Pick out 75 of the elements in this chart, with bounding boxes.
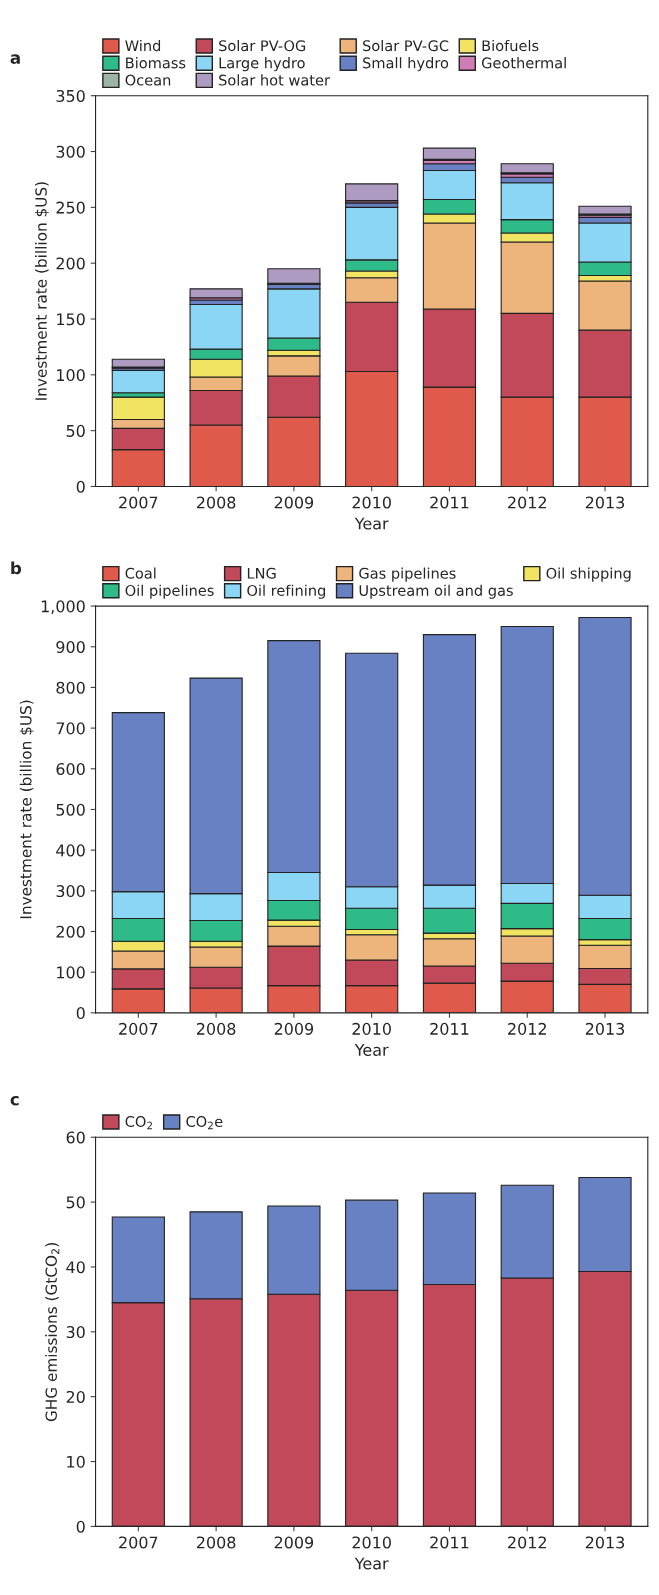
- x-tick-label: 2007: [119, 1536, 158, 1549]
- legend-label: Solar PV-OG: [219, 39, 306, 52]
- legend-label: Oil pipelines: [125, 584, 214, 599]
- legend-label: CO$_{2}$: [125, 1115, 152, 1130]
- legend-label: Solar hot water: [219, 74, 330, 86]
- x-tick-label: 2010: [352, 1536, 391, 1549]
- x-tick-label: 2008: [196, 1536, 236, 1549]
- legend-label: Large hydro: [219, 57, 305, 72]
- x-tick-label: 2007: [119, 496, 158, 509]
- x-tick-label: 2010: [352, 496, 391, 509]
- y-tick-label: 0: [76, 1007, 85, 1020]
- y-tick-label: 40: [66, 1261, 85, 1274]
- legend-label: Solar PV-GC: [363, 39, 449, 52]
- x-axis-title: Year: [354, 1557, 389, 1570]
- y-axis-title: GHG emissions (GtCO$_{2}$): [45, 1242, 60, 1422]
- legend-label: Coal: [125, 567, 156, 579]
- y-tick-label: 0: [76, 480, 85, 493]
- x-tick-label: 2013: [585, 1022, 625, 1035]
- x-tick-label: 2012: [508, 1536, 546, 1549]
- y-tick-label: 300: [56, 145, 85, 158]
- x-tick-label: 2009: [274, 496, 314, 509]
- x-axis-title: Year: [354, 1044, 389, 1056]
- x-tick-label: 2011: [430, 496, 469, 509]
- x-tick-label: 2008: [196, 496, 236, 509]
- y-tick-label: 100: [57, 369, 85, 382]
- legend-label: Small hydro: [363, 57, 449, 72]
- x-tick-label: 2013: [585, 496, 625, 509]
- legend-label: Gas pipelines: [359, 567, 456, 582]
- x-tick-label: 2009: [274, 1536, 314, 1549]
- y-tick-label: 400: [56, 844, 85, 857]
- y-tick-label: 600: [56, 763, 85, 776]
- legend-label: Geothermal: [481, 57, 566, 69]
- y-tick-label: 500: [56, 803, 85, 816]
- text: c: [10, 1095, 19, 1106]
- x-tick-label: 2011: [430, 1022, 469, 1035]
- legend-label: Biomass: [126, 57, 186, 69]
- x-tick-label: 2012: [508, 1022, 546, 1035]
- legend-label: LNG: [247, 567, 276, 579]
- x-tick-label: 2007: [119, 1022, 158, 1035]
- y-tick-label: 30: [66, 1326, 85, 1339]
- y-tick-label: 1,000: [41, 600, 85, 615]
- y-tick-label: 700: [56, 722, 85, 735]
- x-tick-label: 2008: [196, 1022, 236, 1035]
- y-tick-label: 60: [66, 1131, 85, 1144]
- x-tick-label: 2009: [274, 1022, 314, 1035]
- x-tick-label: 2011: [430, 1536, 469, 1549]
- y-tick-label: 100: [57, 966, 85, 979]
- y-tick-label: 50: [66, 424, 85, 437]
- y-tick-label: 10: [67, 1455, 85, 1468]
- y-tick-label: 50: [66, 1196, 85, 1209]
- legend-label: Oil refining: [247, 584, 325, 599]
- text: b: [11, 561, 22, 575]
- x-axis-title: Year: [354, 517, 389, 530]
- x-tick-label: 2010: [352, 1022, 391, 1035]
- text: a: [10, 54, 20, 64]
- legend-label: Oil shipping: [546, 567, 631, 582]
- legend-label: Biofuels: [482, 39, 539, 52]
- legend-label: Ocean: [125, 74, 171, 86]
- y-tick-label: 300: [56, 885, 85, 898]
- y-tick-label: 350: [56, 89, 85, 102]
- y-tick-label: 250: [56, 201, 85, 214]
- x-tick-label: 2013: [585, 1536, 625, 1549]
- y-tick-label: 200: [56, 925, 85, 938]
- y-tick-label: 150: [57, 313, 85, 326]
- legend-label: CO$_{2}$e: [186, 1115, 223, 1130]
- y-tick-label: 200: [56, 257, 85, 270]
- legend-label: Upstream oil and gas: [359, 584, 513, 599]
- y-tick-label: 800: [56, 681, 85, 694]
- x-tick-label: 2012: [508, 496, 546, 509]
- y-tick-label: 20: [66, 1390, 85, 1403]
- y-tick-label: 0: [76, 1520, 85, 1533]
- y-axis-title: Investment rate (billion $US): [35, 182, 49, 400]
- y-axis-title: Investment rate (billion $US): [19, 700, 34, 919]
- y-tick-label: 900: [56, 640, 85, 654]
- legend-label: Wind: [125, 39, 161, 52]
